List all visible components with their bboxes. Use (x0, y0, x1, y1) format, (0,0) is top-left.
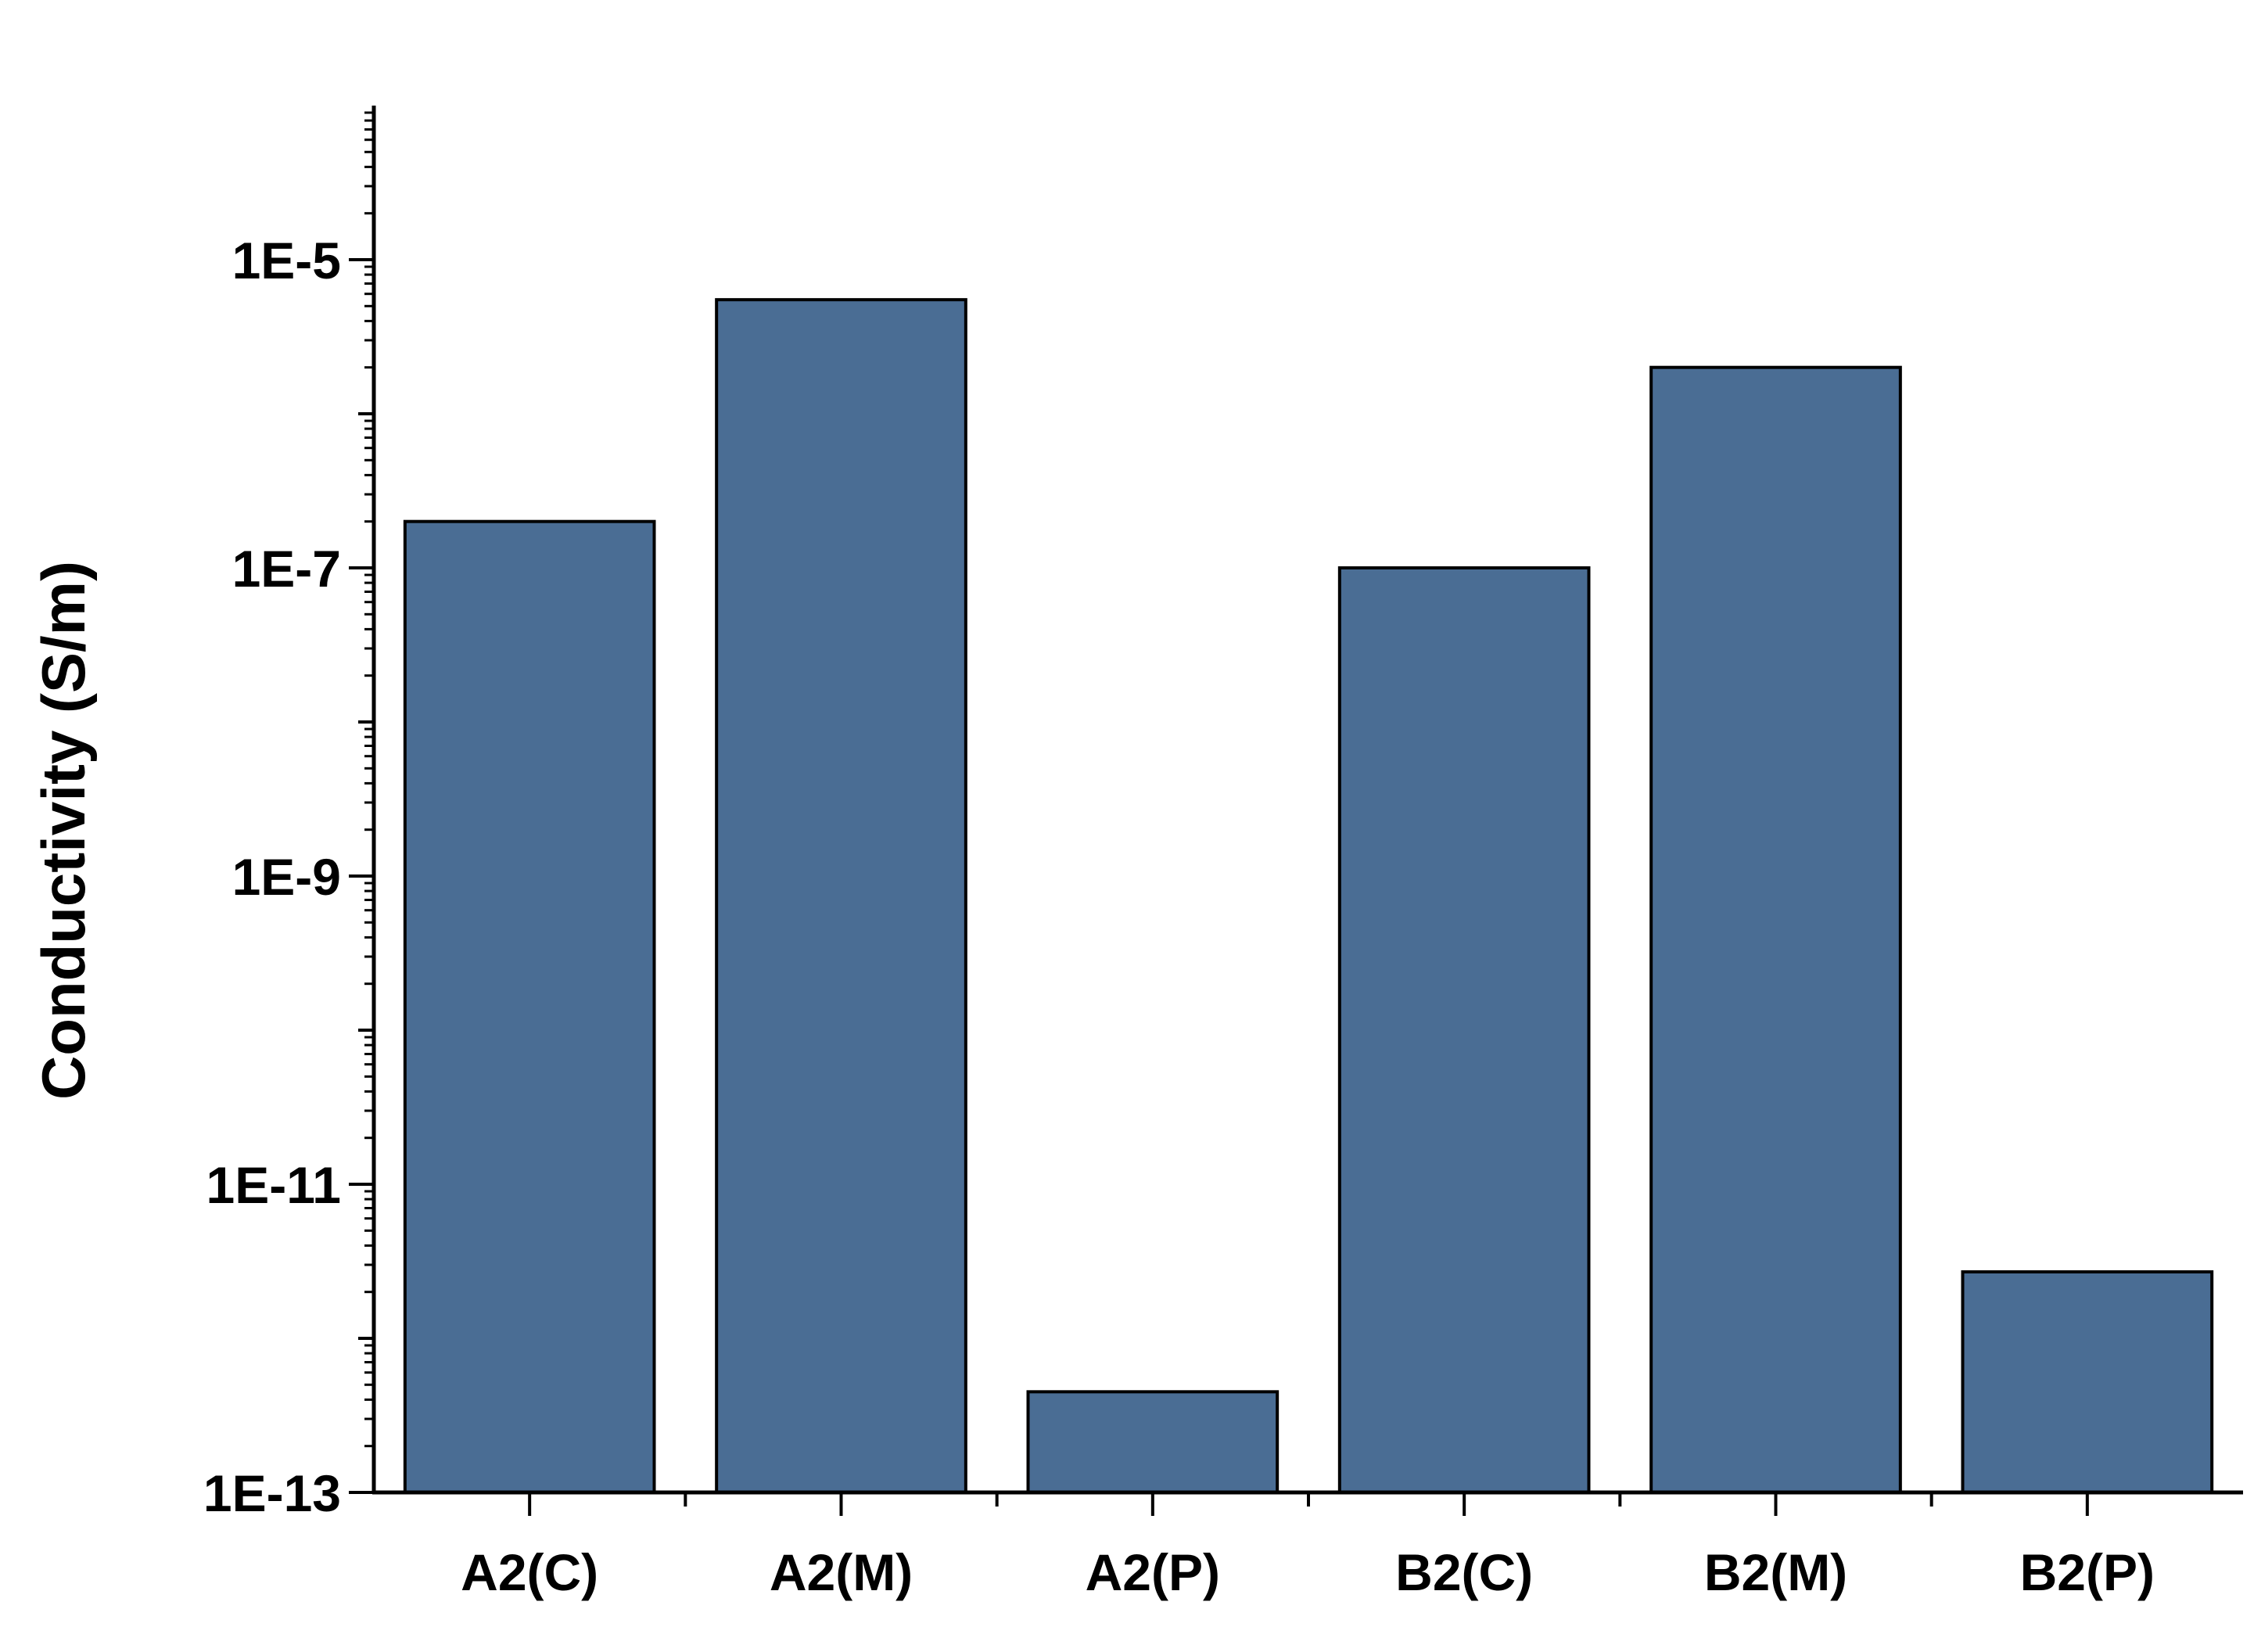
y-tick-label: 1E-5 (232, 232, 341, 289)
x-tick-label: B2(P) (2020, 1543, 2155, 1601)
bar (1026, 1390, 1280, 1494)
y-tick-label: 1E-9 (232, 848, 341, 906)
bar (1961, 1270, 2214, 1495)
bar (1649, 365, 1902, 1494)
x-tick-label: A2(M) (770, 1543, 913, 1601)
x-tick-label: A2(P) (1086, 1543, 1220, 1601)
y-tick-label: 1E-7 (232, 540, 341, 598)
y-ticks: 1E-5 1E-7 1E-9 1E-11 1E-13 (203, 111, 374, 1522)
bar (403, 519, 656, 1494)
bar (1337, 566, 1591, 1494)
bars-layer (403, 298, 2214, 1495)
x-tick-label: B2(M) (1704, 1543, 1847, 1601)
y-tick-label: 1E-13 (203, 1464, 341, 1522)
x-tick-label: A2(C) (461, 1543, 598, 1601)
y-tick-label: 1E-11 (206, 1156, 341, 1214)
x-ticks: A2(C) A2(M) A2(P) B2(C) B2(M) B2(P) (461, 1492, 2155, 1601)
x-tick-label: B2(C) (1395, 1543, 1533, 1601)
bar (715, 298, 967, 1494)
y-axis-title: Conductivity (S/m) (29, 561, 98, 1100)
